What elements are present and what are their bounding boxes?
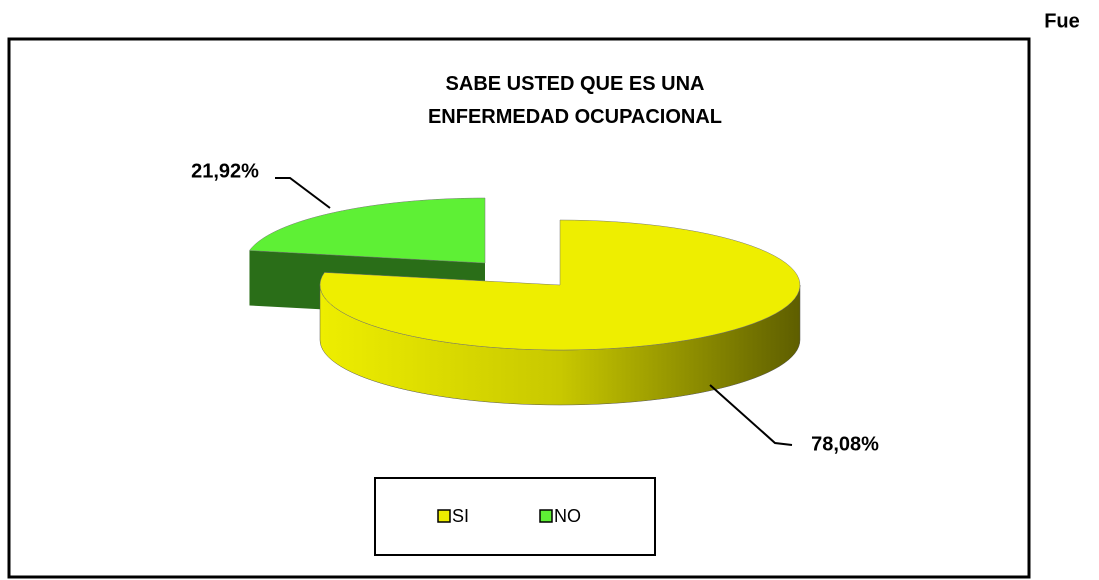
- slice: [248, 197, 486, 264]
- cropped-text: Fue: [1044, 10, 1080, 32]
- leader-line: [709, 384, 793, 446]
- legend-swatch: [437, 509, 451, 523]
- legend-label: NO: [554, 506, 581, 526]
- chart-title: SABE USTED QUE ES UNA ENFERMEDAD OCUPACI…: [427, 73, 723, 128]
- legend-swatch: [539, 509, 553, 523]
- leader-line: [275, 177, 331, 209]
- legend-box: [374, 477, 656, 556]
- slice: [319, 219, 801, 351]
- title-box: SABE USTED QUE ES UNA ENFERMEDAD OCUPACI…: [427, 73, 723, 128]
- data-label: 21,92%: [191, 160, 259, 182]
- legend-label: SI: [452, 506, 469, 526]
- data-label: 78,08%: [811, 433, 879, 455]
